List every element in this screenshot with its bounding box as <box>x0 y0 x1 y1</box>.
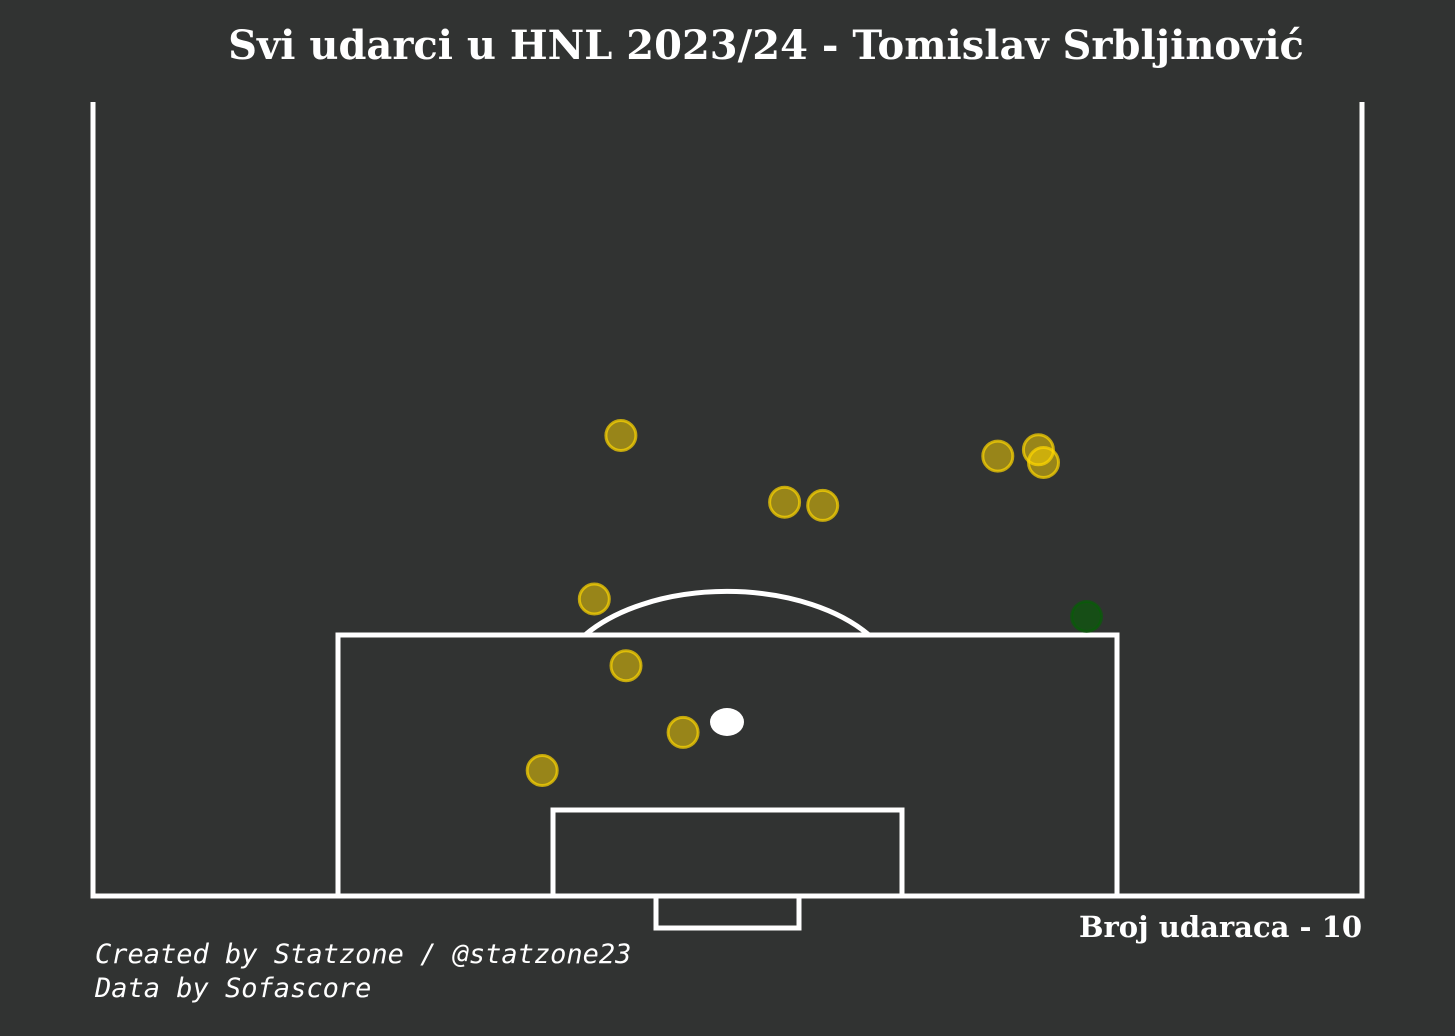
shot-point-miss <box>666 715 700 749</box>
shots-layer <box>525 419 1104 787</box>
credits: Created by Statzone / @statzone23 Data b… <box>95 938 631 1006</box>
shot-point-miss <box>806 488 840 522</box>
shot-count: Broj udaraca - 10 <box>1079 910 1362 944</box>
goal-frame <box>653 893 802 931</box>
penalty-arc <box>583 588 871 637</box>
shot-point-miss <box>525 754 559 787</box>
six-yard-box <box>550 807 905 899</box>
shot-point-miss <box>1027 446 1060 479</box>
shot-point-miss <box>577 582 611 616</box>
pitch-boundary <box>90 102 1365 899</box>
chart-title: Svi udarci u HNL 2023/24 - Tomislav Srbl… <box>228 22 1304 69</box>
shot-point-miss <box>768 485 802 519</box>
shot-point-miss <box>609 649 643 683</box>
source-line: Data by Sofascore <box>95 973 372 1004</box>
pitch-lines <box>90 102 1365 931</box>
penalty-spot <box>710 708 744 736</box>
credit-line: Created by Statzone / @statzone23 <box>95 939 632 970</box>
shot-point-miss <box>981 439 1015 473</box>
penalty-area <box>335 632 1120 899</box>
shot-point-goal <box>1070 600 1104 633</box>
shot-point-miss <box>604 419 638 452</box>
